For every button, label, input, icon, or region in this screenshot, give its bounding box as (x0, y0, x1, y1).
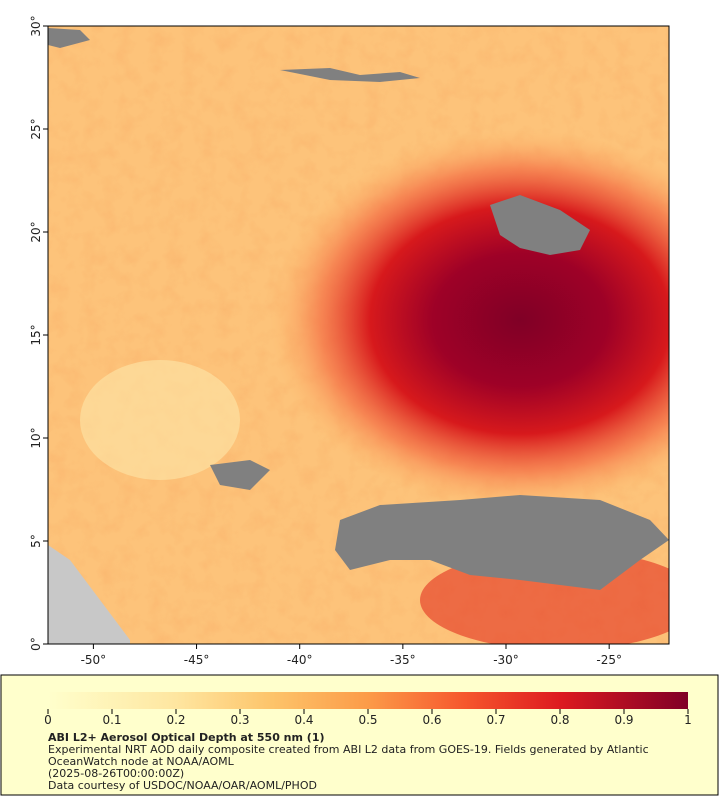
colorbar-tick-label: 0.7 (486, 713, 505, 727)
map-raster (48, 26, 669, 644)
y-tick-label: 0° (29, 637, 43, 651)
colorbar-tick-label: 0.5 (358, 713, 377, 727)
colorbar-tick-label: 1 (684, 713, 692, 727)
colorbar-tick-label: 0.2 (166, 713, 185, 727)
x-tick-label: -40° (287, 653, 313, 667)
legend-title: ABI L2+ Aerosol Optical Depth at 550 nm … (48, 731, 325, 744)
x-tick-label: -30° (493, 653, 519, 667)
x-tick-label: -25° (596, 653, 622, 667)
legend-note: OceanWatch node at NOAA/AOML (48, 755, 235, 768)
x-tick-label: -35° (390, 653, 416, 667)
y-tick-label: 30° (29, 15, 43, 36)
y-tick-label: 25° (29, 118, 43, 139)
colorbar-tick-label: 0.6 (422, 713, 441, 727)
legend-note: (2025-08-26T00:00:00Z) (48, 767, 184, 780)
y-tick-label: 20° (29, 221, 43, 242)
legend-note: Data courtesy of USDOC/NOAA/OAR/AOML/PHO… (48, 779, 317, 792)
legend-note: Experimental NRT AOD daily composite cre… (48, 743, 649, 756)
colorbar-tick-label: 0.4 (294, 713, 313, 727)
colorbar (48, 692, 688, 709)
x-tick-label: -45° (184, 653, 210, 667)
x-tick-label: -50° (81, 653, 107, 667)
y-tick-label: 15° (29, 324, 43, 345)
colorbar-tick-label: 0.8 (550, 713, 569, 727)
colorbar-tick-label: 0.9 (614, 713, 633, 727)
y-tick-label: 10° (29, 427, 43, 448)
colorbar-tick-label: 0 (44, 713, 52, 727)
colorbar-tick-label: 0.3 (230, 713, 249, 727)
y-tick-label: 5° (29, 534, 43, 548)
colorbar-tick-label: 0.1 (102, 713, 121, 727)
